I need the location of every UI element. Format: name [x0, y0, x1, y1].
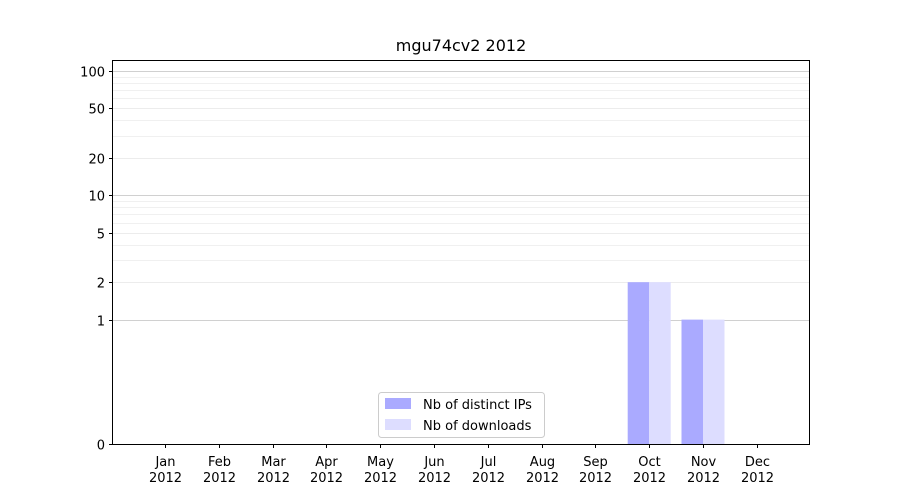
x-tick-label-year: 2012 [257, 471, 290, 486]
x-tick-label-year: 2012 [633, 471, 666, 486]
x-tick-label-year: 2012 [418, 471, 451, 486]
legend-label: Nb of downloads [423, 419, 532, 434]
bar-downloads [649, 282, 671, 444]
x-tick-label-month: May [367, 455, 394, 470]
grid-lines [113, 71, 809, 321]
x-tick-label-year: 2012 [526, 471, 559, 486]
bars [627, 282, 725, 444]
bar-downloads [703, 319, 725, 444]
x-tick-label-year: 2012 [364, 471, 397, 486]
y-tick-label: 5 [97, 228, 105, 243]
legend: Nb of distinct IPs Nb of downloads [378, 392, 545, 438]
x-tick-label-month: Sep [583, 455, 608, 470]
y-tick-label: 100 [80, 66, 105, 81]
x-tick-label-month: Mar [261, 455, 286, 470]
x-tick-label-month: Dec [745, 455, 770, 470]
x-tick-label-year: 2012 [741, 471, 774, 486]
y-tick-label: 50 [88, 103, 105, 118]
x-axis: Jan2012Feb2012Mar2012Apr2012May2012Jun20… [149, 444, 774, 486]
x-tick-label-year: 2012 [149, 471, 182, 486]
y-tick-label: 0 [97, 439, 105, 454]
y-tick-label: 20 [88, 153, 105, 168]
x-tick-label-year: 2012 [579, 471, 612, 486]
y-axis: 0 1 2 5 10 20 50 100 [80, 66, 113, 454]
legend-label: Nb of distinct IPs [423, 398, 532, 413]
x-tick-label-year: 2012 [472, 471, 505, 486]
y-tick-label: 10 [88, 190, 105, 205]
x-tick-label-year: 2012 [203, 471, 236, 486]
x-tick-label-month: Oct [638, 455, 660, 470]
x-tick-label-month: Apr [315, 455, 338, 470]
x-tick-label-year: 2012 [310, 471, 343, 486]
y-tick-label: 2 [97, 277, 105, 292]
legend-swatch [385, 398, 411, 409]
x-tick-label-year: 2012 [687, 471, 720, 486]
plot-frame [112, 60, 810, 445]
x-tick-label-month: Aug [530, 455, 555, 470]
bar-distinct-ips [627, 282, 650, 444]
x-tick-label-month: Jun [423, 455, 444, 470]
x-tick-label-month: Nov [691, 455, 717, 470]
x-tick-label-month: Jul [480, 455, 497, 470]
legend-swatch [385, 419, 411, 430]
chart-title: mgu74cv2 2012 [396, 36, 527, 55]
y-tick-label: 1 [97, 315, 105, 330]
bar-distinct-ips [681, 319, 703, 444]
legend-box [378, 392, 545, 438]
x-tick-label-month: Jan [154, 455, 175, 470]
x-tick-label-month: Feb [208, 455, 231, 470]
